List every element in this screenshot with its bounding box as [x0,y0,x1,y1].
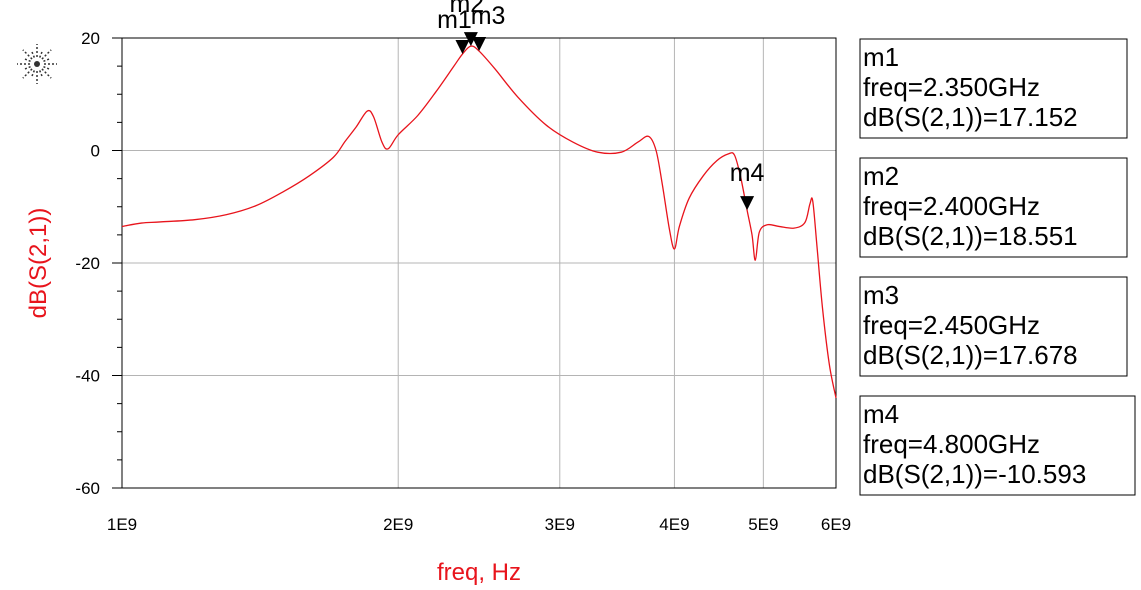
marker-box-freq: freq=2.450GHz [863,310,1040,340]
y-tick-label: -60 [75,479,100,498]
x-tick-label: 2E9 [383,515,413,534]
logo-ray [38,70,44,78]
marker-box-freq: freq=2.350GHz [863,72,1040,102]
keysight-starburst-icon [17,44,57,84]
marker-box-freq: freq=2.400GHz [863,191,1040,221]
x-tick-labels: 1E9 2E9 3E9 4E9 5E9 6E9 [107,515,851,534]
logo-ray [22,68,33,79]
logo-ray [38,50,44,58]
marker-box-name: m3 [863,280,899,310]
marker-box-value: dB(S(2,1))=-10.593 [863,459,1086,489]
y-tick-label: 20 [81,29,100,48]
logo-ray [41,68,52,79]
logo-ray [23,57,31,63]
y-tick-label: -20 [75,254,100,273]
marker-m1-label: m1 [437,6,472,34]
logo-ray [23,65,31,71]
y-axis-title: dB(S(2,1)) [25,208,52,319]
marker-box-name: m2 [863,161,899,191]
marker-box-value: dB(S(2,1))=17.678 [863,340,1078,370]
marker-m1-triangle [455,40,470,55]
marker-box-frame [859,276,1128,377]
x-tick-label: 6E9 [821,515,851,534]
logo-ray [30,50,36,58]
marker-m4-triangle [740,196,755,211]
x-tick-label: 5E9 [748,515,778,534]
logo-ray [41,49,52,60]
logo-ray [30,70,36,78]
marker-box-frame [859,395,1136,496]
y-tick-label: -40 [75,367,100,386]
marker-m3-label: m3 [471,2,506,30]
marker-readouts: m1freq=2.350GHzdB(S(2,1))=17.152m2freq=2… [859,38,1136,496]
marker-box-freq: freq=4.800GHz [863,429,1040,459]
marker-m4-label: m4 [730,159,765,187]
x-tick-label: 4E9 [659,515,689,534]
marker-box-value: dB(S(2,1))=18.551 [863,221,1078,251]
marker-box-frame [859,38,1128,139]
x-axis-title: freq, Hz [437,559,521,586]
series-line [121,45,837,399]
marker-box-name: m1 [863,42,899,72]
marker-m2-triangle [463,32,478,47]
marker-box-name: m4 [863,399,899,429]
x-tick-label: 1E9 [107,515,137,534]
marker-m2-label: m2 [449,0,484,18]
y-tick-labels: 20 0 -20 -40 -60 [75,29,100,498]
y-tick-label: 0 [91,142,100,161]
logo-center [34,61,40,67]
logo-ray [22,49,33,60]
chart-grid [112,37,836,489]
logo-ray [43,65,51,71]
marker-box-value: dB(S(2,1))=17.152 [863,102,1078,132]
logo-ray [43,57,51,63]
marker-box-frame [859,157,1128,258]
marker-m3-triangle [472,37,487,52]
x-tick-label: 3E9 [545,515,575,534]
